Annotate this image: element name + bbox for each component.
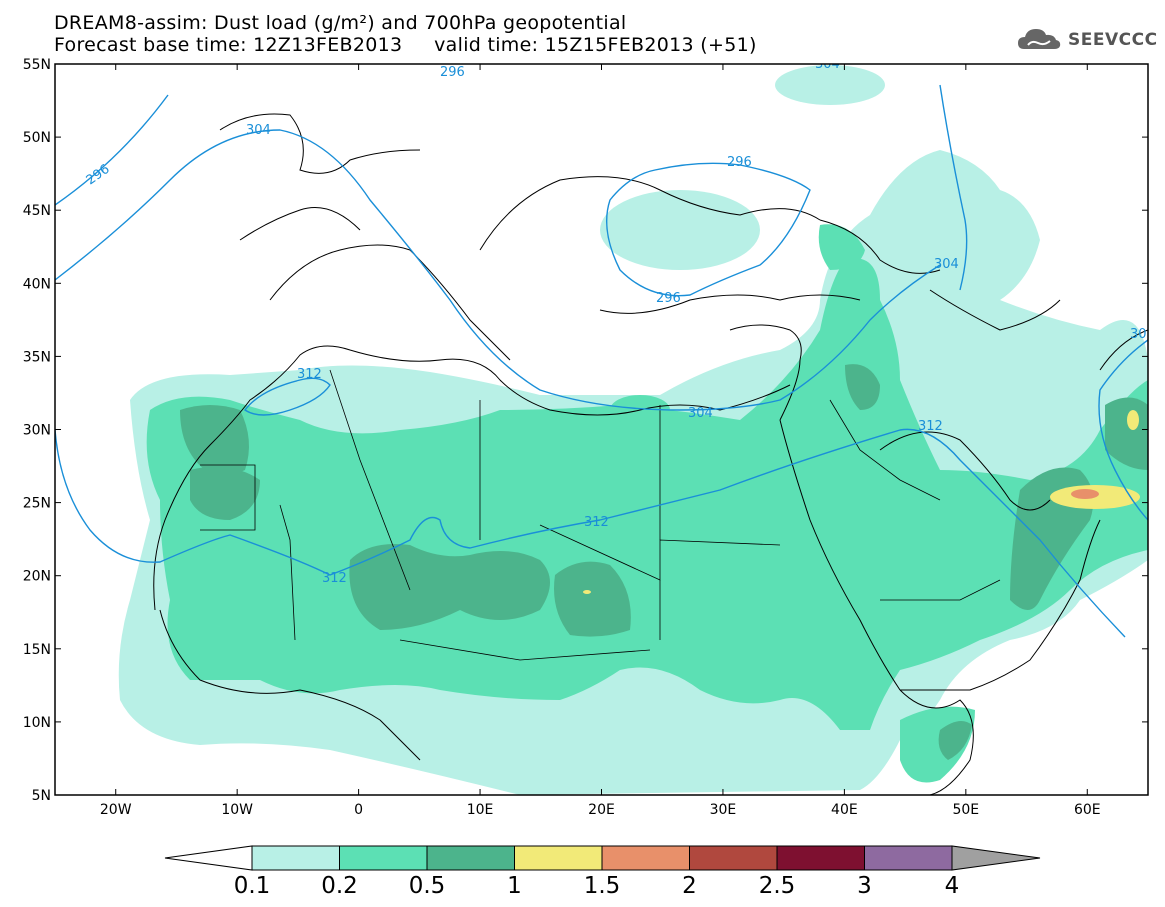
lat-tick-label: 55N xyxy=(23,57,51,73)
colorbar-label: 4 xyxy=(945,873,960,899)
contour-labels: 296 304 296 312 304 312 312 312 296 304 … xyxy=(84,57,1147,586)
lon-tick-label: 60E xyxy=(1074,802,1101,818)
colorbar-swatch xyxy=(689,845,778,871)
lat-tick-label: 50N xyxy=(23,130,51,146)
lon-tick-label: 50E xyxy=(952,802,979,818)
colorbar-label: 0.5 xyxy=(409,873,446,899)
colorbar-label: 0.2 xyxy=(321,873,358,899)
colorbar-swatch xyxy=(251,845,340,871)
lon-tick-label: 40E xyxy=(831,802,858,818)
map-subtitle-times: Forecast base time: 12Z13FEB2013 valid t… xyxy=(54,34,757,56)
lat-tick-label: 45N xyxy=(23,203,51,219)
cloud-logo-icon xyxy=(1018,29,1061,49)
colorbar-label: 2 xyxy=(682,873,697,899)
longitude-axis: 20W 10W 0 10E 20E 30E 40E 50E 60E xyxy=(100,64,1101,818)
dust-level-0.5 xyxy=(180,364,1148,760)
colorbar-swatch xyxy=(514,845,603,871)
contour-label: 304 xyxy=(246,123,271,138)
contour-label: 304 xyxy=(934,257,959,272)
colorbar: 0.1 0.2 0.5 1 1.5 2 2.5 3 4 xyxy=(164,845,1041,899)
contour-label: 296 xyxy=(656,291,681,306)
lat-tick-label: 20N xyxy=(23,569,51,585)
geopotential-contours xyxy=(55,84,1148,638)
brand-logo: SEEVCCC xyxy=(1016,25,1158,55)
lat-tick-label: 40N xyxy=(23,276,51,292)
lon-tick-label: 30E xyxy=(710,802,737,818)
lon-tick-label: 0 xyxy=(354,802,363,818)
coastlines xyxy=(153,113,1148,795)
contour-label: 296 xyxy=(440,65,465,80)
country-borders xyxy=(200,369,1001,661)
lat-tick-label: 10N xyxy=(23,715,51,731)
lon-tick-label: 10E xyxy=(467,802,494,818)
contour-label: 312 xyxy=(297,367,322,382)
lon-tick-label: 10W xyxy=(221,802,253,818)
colorbar-label: 2.5 xyxy=(759,873,796,899)
lat-tick-label: 35N xyxy=(23,349,51,365)
contour-label: 296 xyxy=(84,162,113,189)
contour-label: 312 xyxy=(584,515,609,530)
lat-tick-label: 5N xyxy=(32,788,51,804)
contour-label: 312 xyxy=(918,419,943,434)
lat-tick-label: 25N xyxy=(23,496,51,512)
map-title: DREAM8-assim: Dust load (g/m²) and 700hP… xyxy=(54,12,627,34)
colorbar-high-arrow xyxy=(951,845,1041,871)
latitude-axis: 55N 50N 45N 40N 35N 30N 25N 20N 15N 10N 5N xyxy=(23,57,1148,804)
colorbar-label: 1.5 xyxy=(584,873,621,899)
colorbar-swatch xyxy=(776,845,865,871)
contour-label: 296 xyxy=(727,155,752,170)
colorbar-swatch xyxy=(339,845,428,871)
contour-label: 312 xyxy=(322,571,347,586)
colorbar-swatch xyxy=(601,845,690,871)
colorbar-label: 1 xyxy=(507,873,522,899)
lat-tick-label: 15N xyxy=(23,642,51,658)
dust-load-field: 296 304 296 312 304 312 312 312 296 304 … xyxy=(55,57,1148,795)
colorbar-swatch xyxy=(426,845,515,871)
colorbar-swatch xyxy=(864,845,953,871)
dust-level-1.5 xyxy=(1071,489,1099,499)
lon-tick-label: 20W xyxy=(100,802,132,818)
lat-tick-label: 30N xyxy=(23,423,51,439)
lon-tick-label: 20E xyxy=(588,802,615,818)
colorbar-low-arrow xyxy=(164,845,253,871)
colorbar-label: 3 xyxy=(857,873,872,899)
brand-name: SEEVCCC xyxy=(1068,30,1158,50)
contour-label: 304 xyxy=(688,406,713,421)
contour-label: 30 xyxy=(1130,327,1147,342)
colorbar-label: 0.1 xyxy=(234,873,271,899)
contour-label: 304 xyxy=(815,57,840,72)
